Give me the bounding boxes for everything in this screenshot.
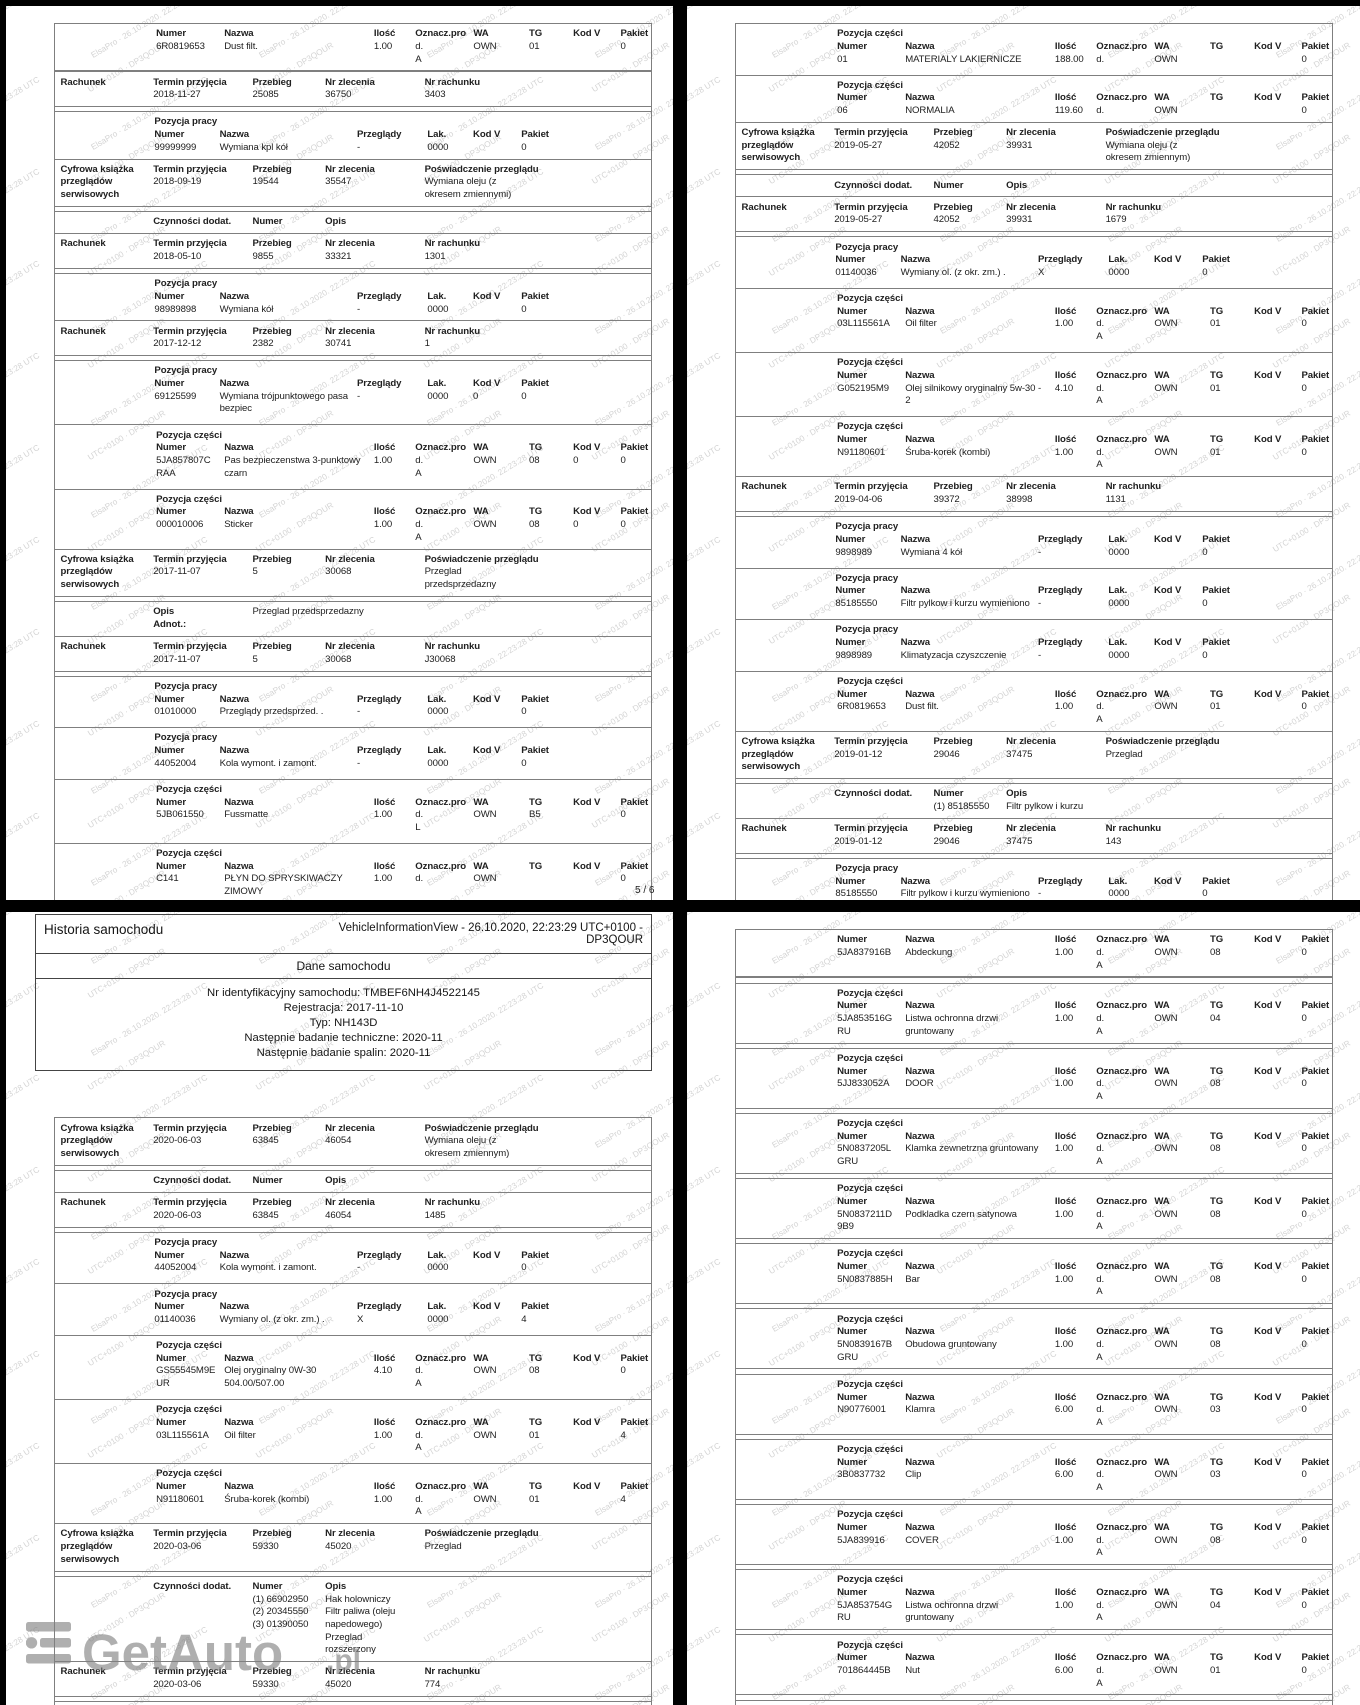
svg-text:.pl: .pl xyxy=(326,1644,361,1674)
svg-text:GetAuto: GetAuto xyxy=(82,1624,283,1674)
